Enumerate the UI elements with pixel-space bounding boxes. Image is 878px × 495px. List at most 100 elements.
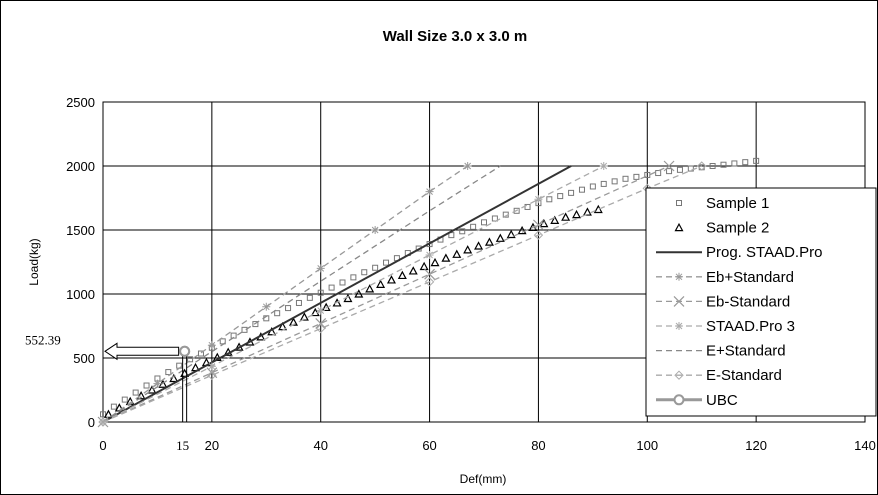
data-point (103, 409, 113, 418)
data-point (299, 312, 309, 321)
data-point (316, 323, 326, 334)
data-point (720, 161, 727, 168)
data-point (674, 370, 684, 380)
y-tick-label: 0 (88, 415, 95, 430)
data-point (153, 379, 162, 388)
data-point (143, 382, 150, 389)
y-tick-label: 1000 (66, 287, 95, 302)
data-point (372, 264, 379, 271)
ubc-arrow (104, 342, 180, 361)
data-point (317, 289, 324, 296)
data-point (316, 306, 325, 315)
legend-entry: Sample 1 (676, 195, 769, 212)
legend-label: STAAD.Pro 3 (706, 318, 795, 335)
data-point (674, 222, 684, 232)
data-point (316, 264, 325, 273)
data-point (339, 279, 346, 286)
data-point (550, 215, 560, 224)
data-point (207, 370, 217, 380)
legend-label: E+Standard (706, 343, 786, 360)
x-tick-label: 40 (313, 438, 327, 453)
legend-entry: Sample 2 (674, 220, 769, 237)
data-point (207, 362, 216, 371)
data-point (599, 162, 608, 170)
data-point (165, 369, 172, 376)
series-line (102, 165, 469, 423)
legend-box (645, 187, 877, 417)
data-point (424, 277, 435, 287)
data-point (655, 170, 662, 177)
legend-entry: E+Standard (656, 343, 786, 360)
legend-entry: Eb+Standard (656, 269, 794, 286)
data-point (675, 322, 683, 330)
data-point (100, 411, 106, 418)
data-point (306, 294, 313, 301)
legend-label: UBC (706, 392, 738, 409)
data-point (361, 269, 368, 276)
data-point (731, 160, 738, 167)
annotation-layer: 552.39 15 (25, 332, 191, 453)
data-point (98, 417, 108, 427)
legend-entry: Eb-Standard (656, 293, 790, 310)
data-point (697, 161, 707, 171)
data-point (524, 203, 531, 210)
ubc-point (179, 345, 191, 357)
data-point (441, 253, 451, 262)
data-point (673, 394, 685, 406)
series-line (102, 165, 670, 423)
data-point (572, 209, 582, 219)
y-tick-label: 2500 (66, 95, 95, 110)
data-point (285, 305, 292, 312)
legend-entry: Prog. STAAD.Pro (656, 244, 822, 261)
data-point (187, 356, 194, 363)
data-point (534, 195, 543, 204)
x-tick-label: 20 (205, 438, 219, 453)
legend-label: Sample 1 (706, 195, 769, 212)
data-point (197, 350, 204, 357)
y-axis-label: Load(kg) (27, 238, 41, 285)
series-eb-standard (97, 160, 675, 428)
data-point (110, 403, 117, 410)
legend-label: Eb-Standard (706, 293, 790, 310)
data-point (481, 219, 487, 226)
data-point (252, 321, 259, 328)
data-point (114, 403, 124, 412)
x-axis-label: Def(mm) (460, 472, 507, 486)
data-point (397, 270, 407, 280)
data-point (425, 187, 434, 196)
y-tick-label: 1500 (66, 223, 95, 238)
legend-label: Eb+Standard (706, 269, 794, 286)
data-point (408, 266, 418, 275)
data-point (568, 189, 575, 196)
data-point (459, 228, 466, 235)
data-point (121, 396, 128, 403)
data-point (241, 326, 248, 333)
data-point (673, 295, 685, 307)
data-point (742, 159, 749, 166)
data-point (561, 212, 571, 221)
data-point (386, 275, 396, 284)
data-point (132, 389, 139, 396)
data-point (666, 168, 673, 175)
data-point (274, 310, 281, 317)
data-point (676, 200, 682, 206)
y-tick-label: 500 (73, 351, 95, 366)
legend-label: Prog. STAAD.Pro (706, 244, 822, 261)
data-point (328, 284, 335, 291)
data-point (533, 219, 544, 231)
data-point (611, 178, 618, 185)
data-point (452, 249, 462, 258)
series-line (102, 165, 605, 423)
data-point (371, 226, 380, 234)
legend-entry: UBC (656, 392, 738, 409)
data-point (633, 173, 640, 180)
chart-title: Wall Size 3.0 x 3.0 m (383, 28, 528, 45)
data-point (506, 229, 516, 239)
series-line (102, 165, 572, 423)
data-point (262, 302, 271, 311)
data-point (424, 268, 435, 280)
data-point (622, 175, 629, 182)
legend-entry: E-Standard (656, 367, 782, 384)
data-point (136, 390, 146, 400)
